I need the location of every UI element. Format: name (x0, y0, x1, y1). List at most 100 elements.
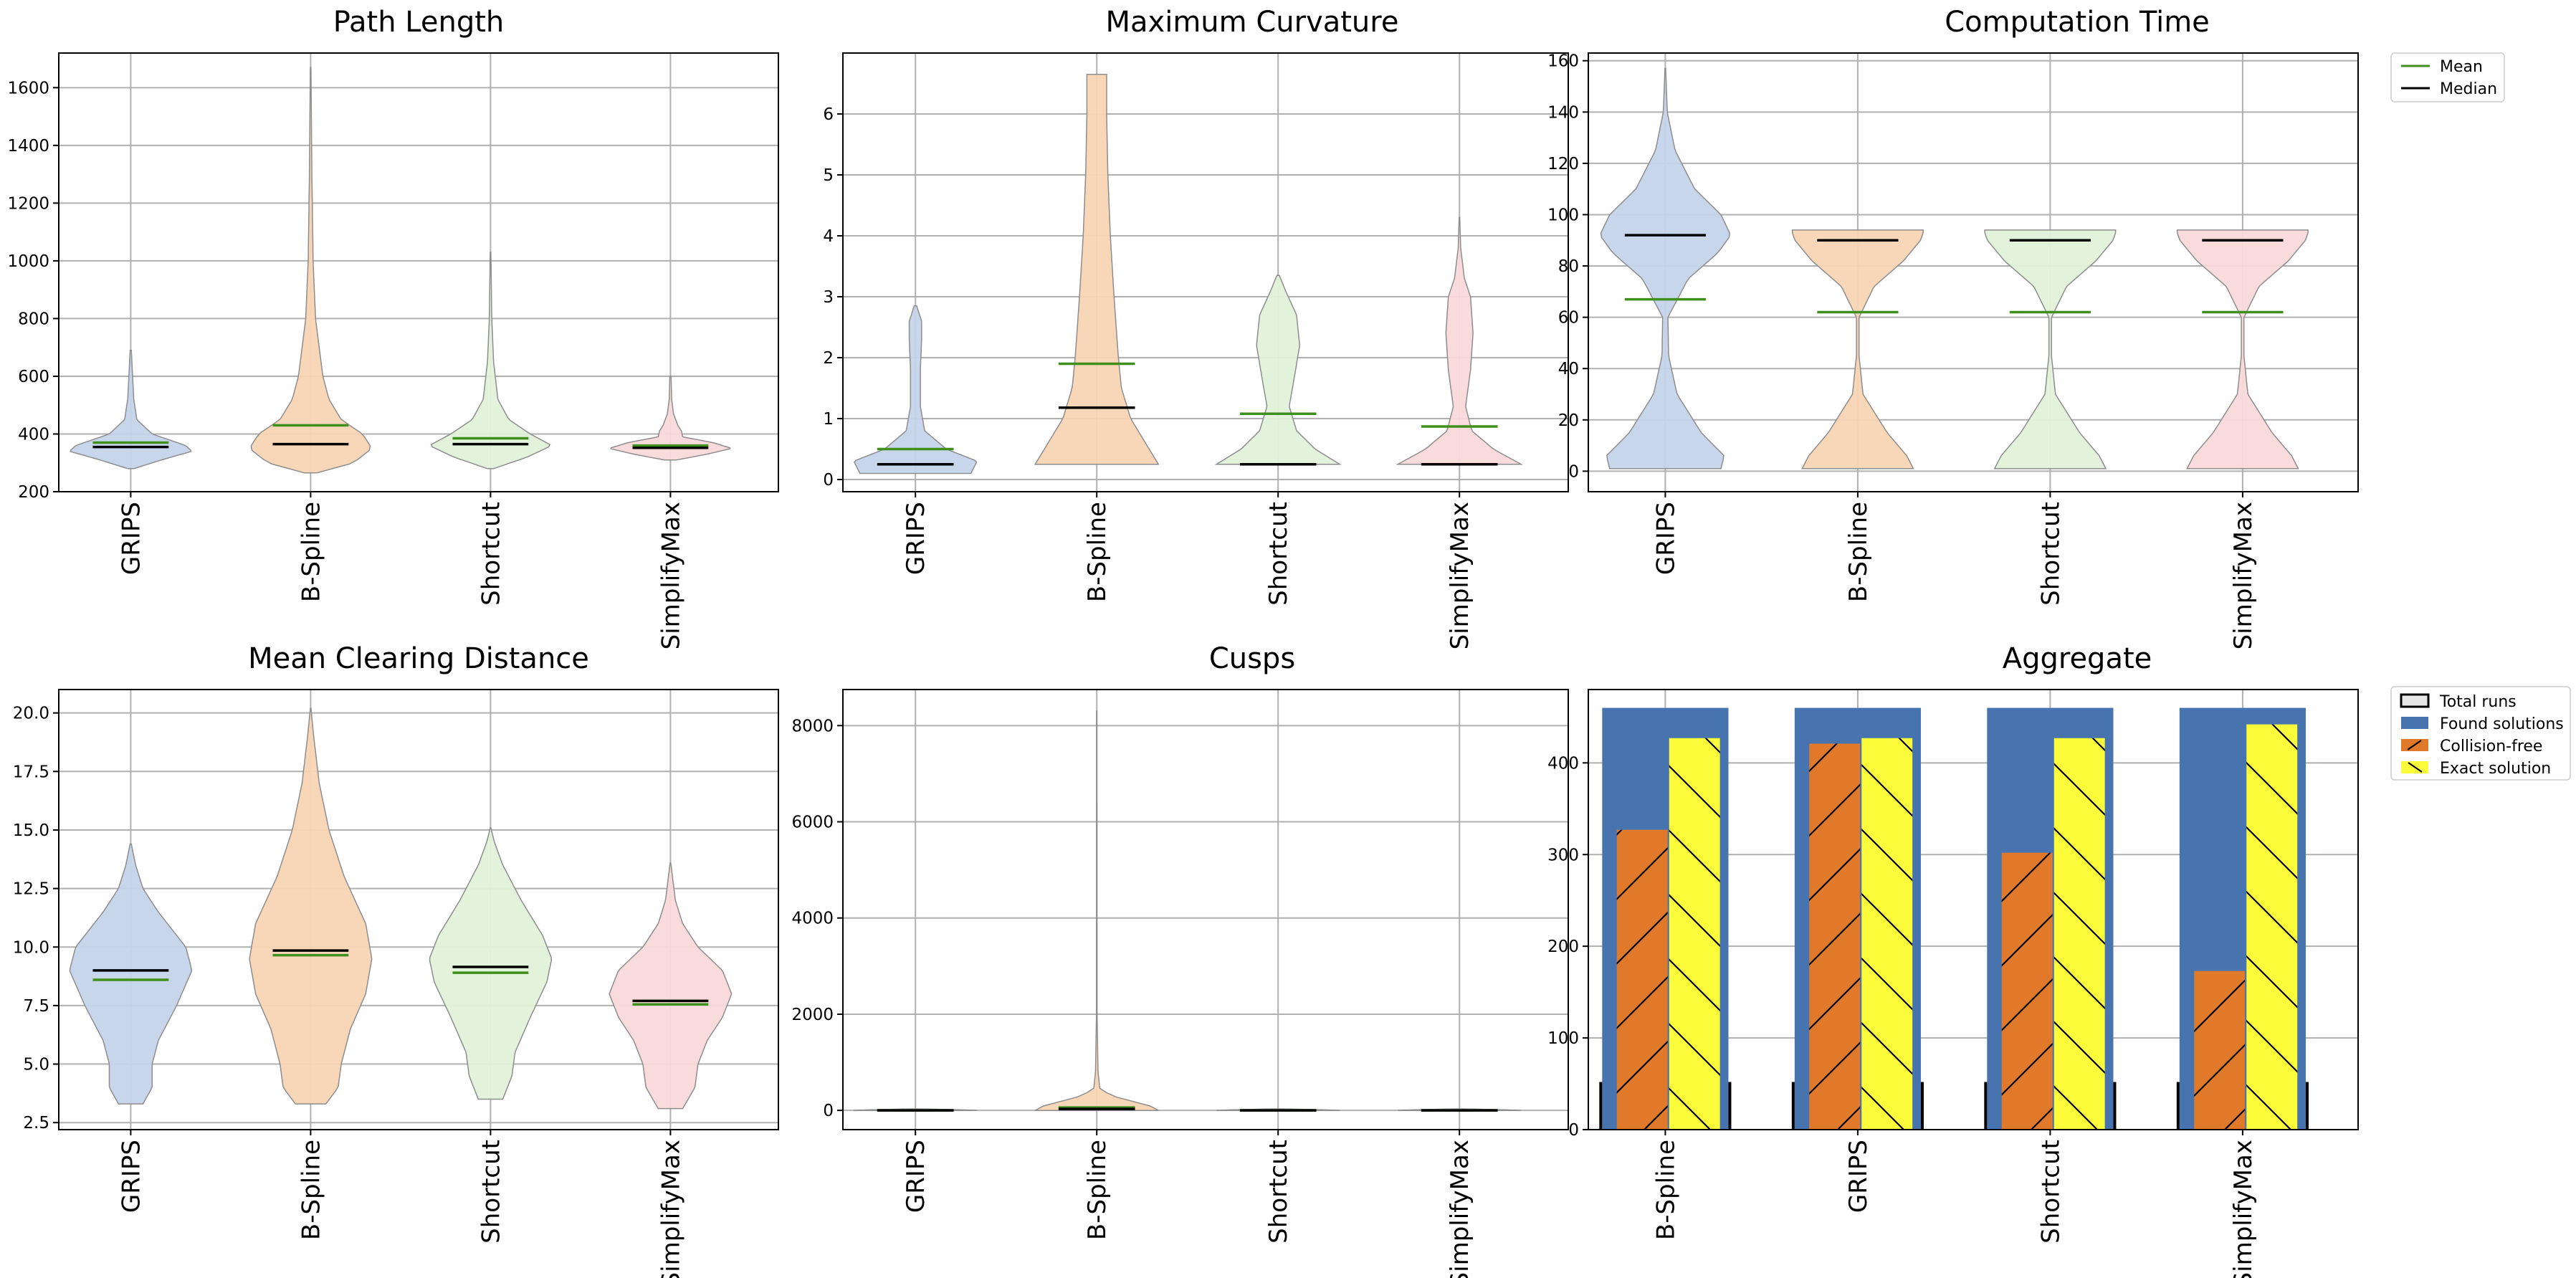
bar-collision-free-hatch (1616, 829, 1668, 1130)
panel-maximum-curvature: Maximum Curvature 0 1 2 3 4 5 6 GRIPS B-Spline Sh… (823, 6, 1569, 649)
violin-shortcut (430, 252, 551, 469)
legend-swatch-exact-hatch (2408, 762, 2423, 773)
violin-grips (70, 349, 192, 469)
y-tick-label: 0 (1568, 462, 1579, 481)
violin-grips (1600, 67, 1730, 469)
bar-collision-free-hatch (2194, 971, 2246, 1130)
y-tick-label: 80 (1558, 257, 1579, 276)
y-tick-label: 0 (1568, 1121, 1579, 1140)
x-tick-label: GRIPS (902, 1140, 930, 1213)
y-tick-label: 800 (18, 310, 49, 328)
y-tick-label: 1200 (7, 194, 49, 213)
violin-b-spline (1034, 74, 1160, 465)
x-tick-label: GRIPS (117, 1140, 146, 1213)
x-tick-label: Shortcut (477, 1140, 505, 1244)
y-tick-label: 60 (1558, 309, 1579, 328)
y-tick-label: 200 (1547, 938, 1579, 956)
x-tick-label: B-Spline (1844, 502, 1873, 602)
x-tick-label: GRIPS (1651, 502, 1680, 575)
legend-label-exact: Exact solution (2440, 760, 2551, 778)
x-tick-label: SimplifyMax (1446, 502, 1474, 649)
bar-collision-free-hatch (1809, 743, 1861, 1130)
x-tick-label: SimplifyMax (657, 502, 685, 649)
y-tick-label: 12.5 (13, 880, 49, 899)
y-tick-label: 0 (823, 471, 834, 490)
legend-label-found: Found solutions (2440, 715, 2564, 733)
y-tick-label: 1400 (7, 137, 49, 156)
y-tick-label: 2 (823, 349, 834, 368)
y-tick-label: 5 (823, 166, 834, 185)
y-tick-label: 100 (1547, 206, 1579, 224)
y-tick-label: 400 (1547, 754, 1579, 773)
panel-mean-clearing-distance: Mean Clearing Distance 2.5 5.0 7.5 10.0 12.5… (13, 642, 779, 1278)
y-tick-label: 8000 (791, 717, 834, 735)
violin-shortcut (1984, 229, 2117, 469)
axes-frame (842, 689, 1569, 1130)
y-tick-label: 100 (1547, 1029, 1579, 1048)
x-tick-label: SimplifyMax (2229, 1140, 2258, 1278)
panel-title: Maximum Curvature (1106, 6, 1399, 39)
x-tick-label: Shortcut (1264, 1140, 1293, 1244)
x-tick-label: Shortcut (2036, 1140, 2065, 1244)
violin-b-spline (1791, 229, 1924, 469)
bar-exact-hatch (2246, 724, 2298, 1130)
x-tick-label: B-Spline (1083, 502, 1112, 602)
y-tick-label: 1 (823, 410, 834, 429)
axes-frame (1588, 52, 2359, 492)
x-tick-label: SimplifyMax (1446, 1140, 1474, 1278)
panel-title: Aggregate (2003, 642, 2152, 675)
y-tick-label: 4 (823, 227, 834, 246)
x-tick-label: Shortcut (2036, 502, 2065, 606)
violin-simplifymax (609, 862, 733, 1110)
y-tick-label: 2000 (791, 1006, 834, 1024)
y-tick-label: 6000 (791, 814, 834, 832)
panel-aggregate: Aggregate 0 100 200 300 400 B-Spline GRIPS Shor… (1547, 642, 2359, 1278)
axes-frame (1588, 689, 2359, 1130)
axes-frame (842, 52, 1569, 492)
bar-collision-free-hatch (2001, 852, 2053, 1130)
x-tick-label: B-Spline (1083, 1140, 1112, 1240)
legend-swatch-collision-hatch (2407, 740, 2422, 750)
y-tick-label: 120 (1547, 155, 1579, 173)
violin-grips (69, 843, 193, 1105)
x-tick-label: SimplifyMax (2229, 502, 2258, 649)
y-tick-label: 2.5 (23, 1114, 49, 1132)
y-tick-label: 10.0 (13, 938, 49, 957)
x-tick-label: GRIPS (117, 502, 146, 575)
y-tick-label: 600 (18, 368, 49, 386)
legend-label-mean: Mean (2440, 58, 2483, 76)
panel-cusps: Cusps 0 2000 4000 6000 8000 GRIPS B-Spline Shor… (791, 642, 1569, 1278)
y-tick-label: 6 (823, 105, 834, 124)
violin-grips (854, 305, 978, 475)
y-tick-label: 40 (1558, 360, 1579, 378)
y-tick-label: 160 (1547, 52, 1579, 71)
x-tick-label: GRIPS (902, 502, 930, 575)
legend-label-total-runs: Total runs (2439, 693, 2517, 711)
legend-swatch-found (2401, 717, 2428, 729)
legend-mean-median: Mean Median (2390, 52, 2505, 102)
legend-frame (2390, 686, 2571, 781)
y-tick-label: 17.5 (13, 763, 49, 781)
violin-simplifymax (2176, 229, 2309, 469)
legend-label-collision: Collision-free (2440, 738, 2542, 755)
x-tick-label: SimplifyMax (657, 1140, 685, 1278)
y-tick-label: 0 (823, 1102, 834, 1120)
x-tick-label: Shortcut (1264, 502, 1293, 606)
y-tick-label: 5.0 (23, 1056, 49, 1074)
violin-shortcut (1214, 275, 1342, 465)
y-tick-label: 3 (823, 288, 834, 307)
y-tick-label: 4000 (791, 910, 834, 928)
axes-frame (58, 52, 779, 492)
y-tick-label: 15.0 (13, 821, 49, 840)
panel-path-length: Path Length 200 400 600 800 1000 1200 1400 1600… (7, 6, 779, 649)
panel-title: Cusps (1209, 642, 1295, 675)
plot-area (843, 690, 1568, 1130)
violin-shortcut (429, 826, 553, 1100)
y-tick-label: 20.0 (13, 705, 49, 723)
violin-simplifymax (1396, 216, 1524, 465)
y-tick-label: 20 (1558, 411, 1579, 430)
violin-b-spline (249, 707, 373, 1105)
legend-aggregate: Total runs Found solutions Collision-fre… (2390, 686, 2571, 781)
panel-title: Path Length (333, 6, 505, 39)
